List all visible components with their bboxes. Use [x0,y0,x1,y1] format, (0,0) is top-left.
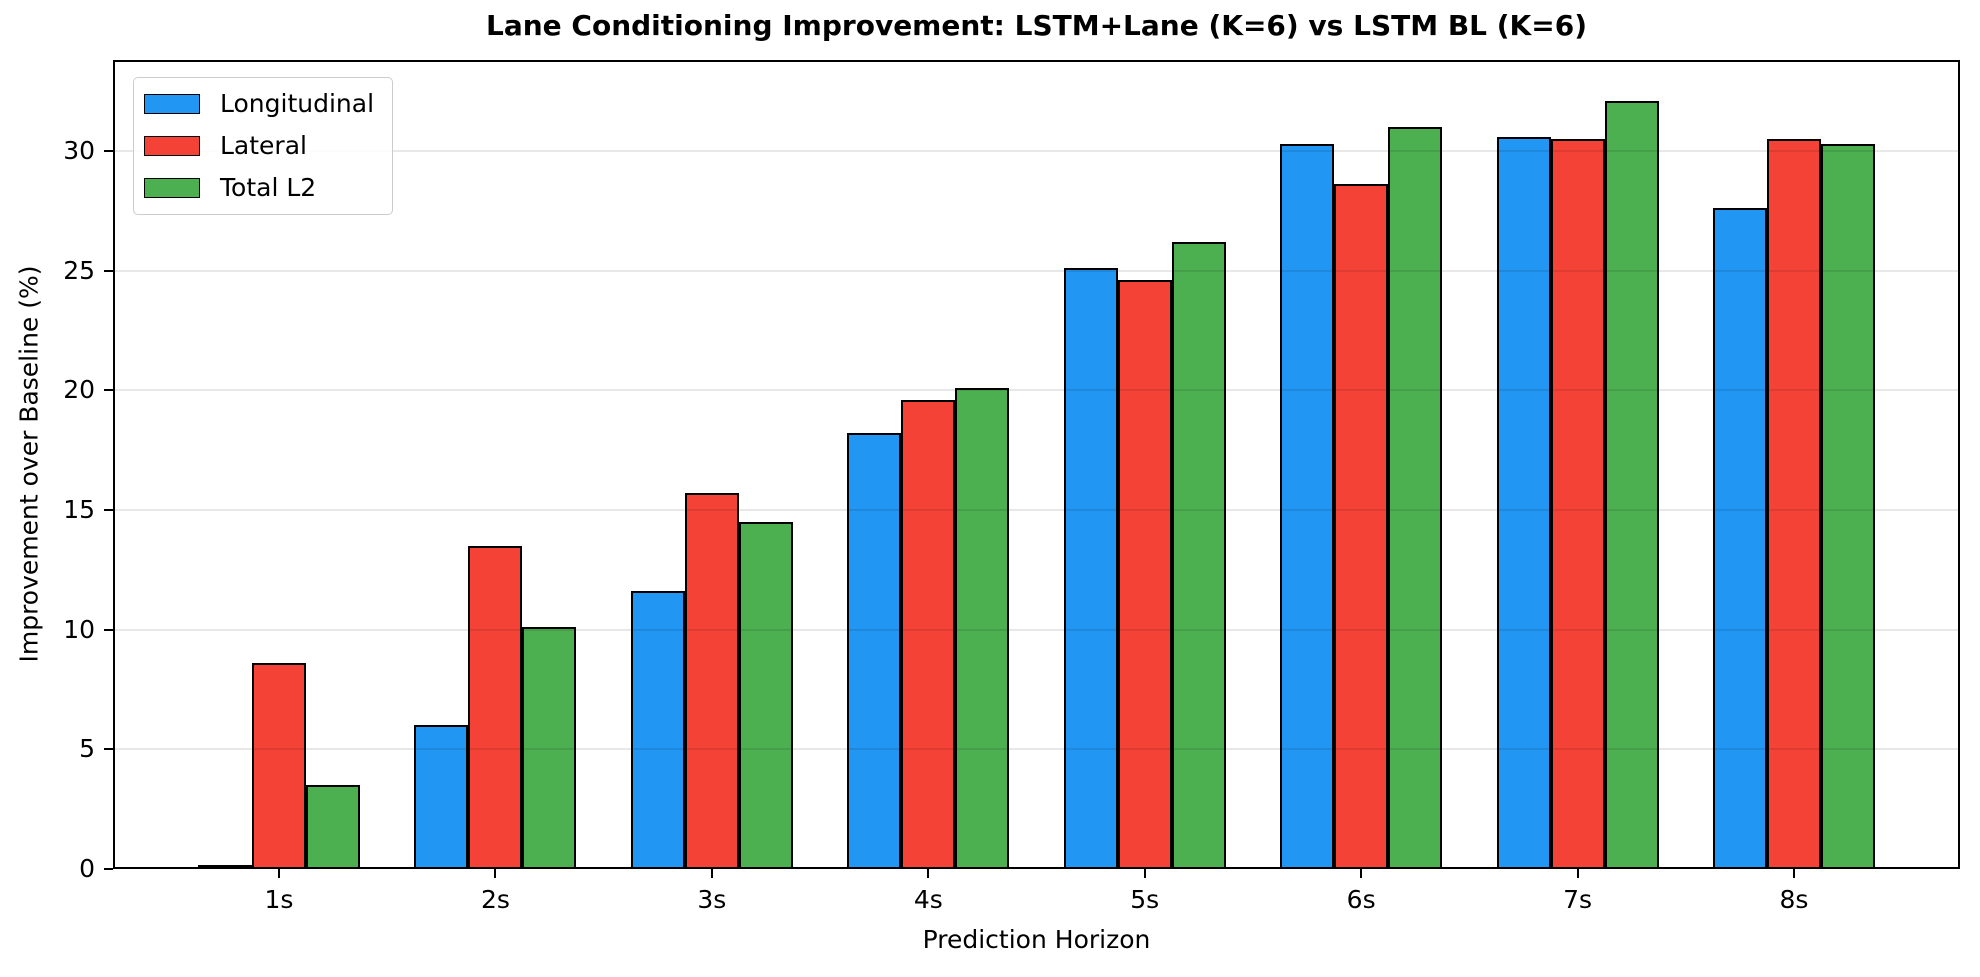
bar-longitudinal-1s [198,865,252,869]
legend-swatch-icon [144,178,200,198]
bar-longitudinal-8s [1713,208,1767,869]
x-tick-label-3s: 3s [697,885,727,914]
x-tick-mark [494,869,497,878]
bar-longitudinal-6s [1280,143,1335,869]
legend-item-lateral: Lateral [144,131,374,161]
gridline-y20 [113,389,1960,392]
y-tick-label-15: 15 [63,494,95,524]
plot-area: Longitudinal Lateral Total L2 [113,60,1960,869]
legend-label: Total L2 [220,173,317,202]
y-tick-mark [104,389,113,392]
gridline-y10 [113,628,1960,631]
legend-swatch-icon [144,94,200,114]
bar-lateral-3s [684,493,739,869]
x-tick-label-1s: 1s [264,885,294,914]
x-tick-label-5s: 5s [1130,885,1160,914]
bar-total-l2-7s [1604,100,1659,869]
bar-longitudinal-7s [1496,136,1551,869]
y-tick-mark [104,628,113,631]
legend-label: Longitudinal [220,89,375,118]
x-tick-mark [1360,869,1363,878]
x-tick-label-7s: 7s [1563,885,1593,914]
y-tick-label-20: 20 [63,375,95,405]
x-axis-label: Prediction Horizon [922,925,1151,954]
bar-total-l2-8s [1821,143,1875,869]
legend: Longitudinal Lateral Total L2 [133,77,394,215]
legend-label: Lateral [220,131,307,160]
y-tick-mark [104,269,113,272]
y-tick-mark [104,748,113,751]
y-tick-label-30: 30 [63,135,95,165]
gridline-y5 [113,748,1960,751]
y-tick-mark [104,508,113,511]
gridline-y30 [113,149,1960,152]
bar-lateral-5s [1117,280,1172,869]
y-tick-label-25: 25 [63,255,95,285]
y-tick-mark [104,149,113,152]
bar-lateral-4s [901,399,956,869]
bar-total-l2-1s [306,785,360,869]
gridline-y25 [113,269,1960,272]
x-tick-label-8s: 8s [1779,885,1809,914]
bar-lateral-7s [1550,139,1605,869]
bar-lateral-1s [252,663,306,869]
gridline-y15 [113,508,1960,511]
bar-lateral-6s [1334,184,1389,869]
bar-lateral-2s [468,545,523,869]
y-tick-label-10: 10 [63,614,95,644]
y-tick-label-0: 0 [79,854,95,883]
legend-swatch-icon [144,136,200,156]
x-tick-mark [278,869,280,878]
y-tick-mark [104,868,113,870]
bar-total-l2-5s [1171,241,1226,869]
x-tick-mark [710,869,713,878]
bar-total-l2-6s [1388,127,1443,869]
x-tick-label-4s: 4s [913,885,943,914]
x-tick-label-2s: 2s [480,885,510,914]
x-tick-label-6s: 6s [1346,885,1376,914]
bar-longitudinal-2s [414,725,469,869]
x-tick-mark [1576,869,1579,878]
y-tick-label-5: 5 [79,734,95,764]
bar-total-l2-4s [955,387,1010,869]
bar-longitudinal-4s [847,433,902,869]
x-tick-mark [1793,869,1795,878]
bar-total-l2-3s [738,521,793,869]
bar-longitudinal-5s [1063,268,1118,869]
bar-lateral-8s [1767,139,1821,869]
legend-item-total-l2: Total L2 [144,173,374,203]
chart-title: Lane Conditioning Improvement: LSTM+Lane… [486,9,1587,42]
x-tick-mark [1143,869,1146,878]
x-tick-mark [927,869,930,878]
y-axis-label: Improvement over Baseline (%) [14,265,44,663]
bar-longitudinal-3s [630,591,685,869]
legend-item-longitudinal: Longitudinal [144,89,374,119]
